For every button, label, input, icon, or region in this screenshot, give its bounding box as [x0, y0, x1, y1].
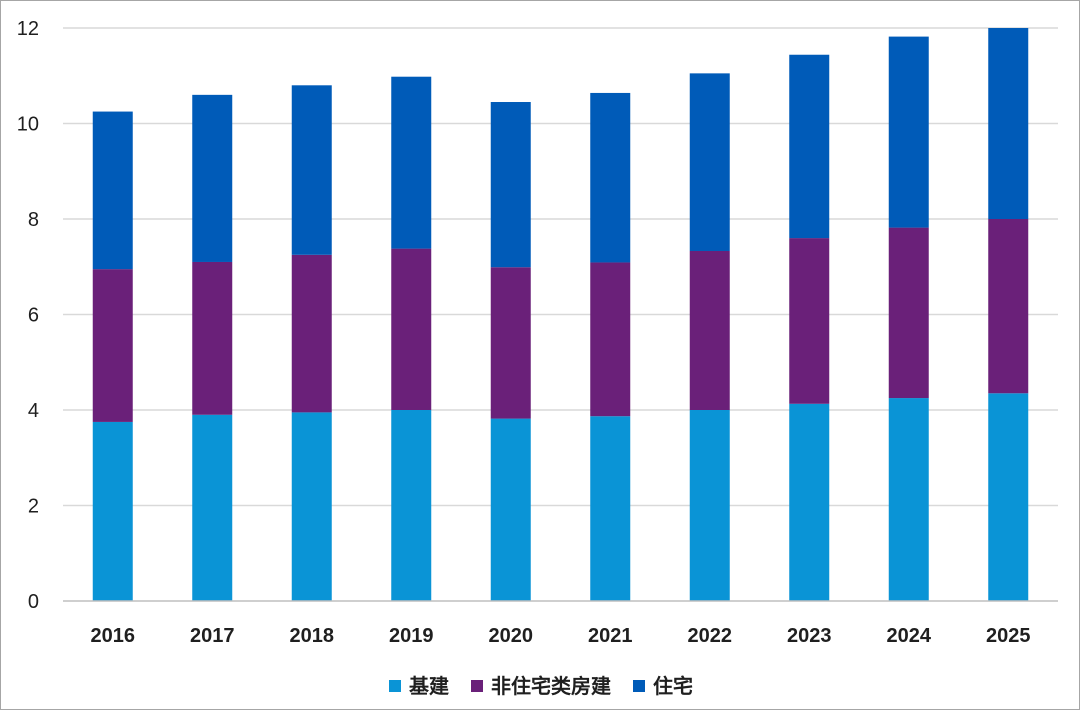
bar-segment: [92, 269, 133, 422]
y-tick-label: 12: [17, 18, 39, 40]
bar-segment: [291, 412, 332, 601]
legend-swatch: [471, 680, 483, 692]
y-tick-label: 10: [17, 114, 39, 136]
bar-segment: [789, 238, 830, 404]
bar-segment: [689, 410, 730, 601]
bar-segment: [490, 102, 531, 268]
y-tick-label: 8: [28, 209, 39, 231]
legend-label: 基建: [409, 674, 449, 698]
y-axis-ticks: 0 2 4 6 8 10 12: [17, 18, 39, 613]
x-tick-label: 2017: [190, 625, 235, 647]
bar-segment: [391, 410, 432, 601]
y-tick-label: 4: [28, 400, 39, 422]
bar-segment: [988, 219, 1029, 394]
bar-segment: [789, 403, 830, 601]
bars: [92, 28, 1029, 601]
bar-segment: [391, 76, 432, 249]
bar-segment: [92, 421, 133, 601]
bar-segment: [590, 416, 631, 601]
bar-segment: [192, 414, 233, 601]
bar-segment: [92, 111, 133, 270]
bar-segment: [988, 393, 1029, 601]
y-tick-label: 6: [28, 305, 39, 327]
y-tick-label: 2: [28, 496, 39, 518]
bar-segment: [291, 85, 332, 255]
bar-segment: [888, 398, 929, 601]
bar-segment: [590, 262, 631, 417]
bar-segment: [689, 250, 730, 410]
x-tick-label: 2023: [787, 625, 832, 647]
x-tick-label: 2016: [91, 625, 136, 647]
x-tick-label: 2020: [489, 625, 534, 647]
bar-segment: [192, 261, 233, 415]
bar-segment: [590, 92, 631, 263]
bar-segment: [391, 248, 432, 410]
bar-segment: [789, 54, 830, 239]
x-tick-label: 2019: [389, 625, 434, 647]
bar-segment: [490, 418, 531, 601]
legend-label: 住宅: [653, 674, 693, 698]
x-tick-label: 2024: [887, 625, 932, 647]
legend-label: 非住宅类房建: [491, 674, 611, 698]
y-tick-label: 0: [28, 591, 39, 613]
x-tick-label: 2021: [588, 625, 633, 647]
bar-segment: [888, 36, 929, 228]
bar-segment: [490, 267, 531, 419]
bar-segment: [291, 254, 332, 413]
bar-segment: [192, 94, 233, 262]
legend-swatch: [389, 680, 401, 692]
x-tick-label: 2025: [986, 625, 1031, 647]
bar-segment: [689, 73, 730, 251]
legend: 基建 非住宅类房建 住宅: [389, 674, 693, 698]
bar-segment: [988, 28, 1029, 219]
x-axis-ticks: 2016 2017 2018 2019 2020 2021 2022 2023 2024 2025: [91, 625, 1031, 647]
legend-swatch: [633, 680, 645, 692]
x-tick-label: 2022: [688, 625, 733, 647]
bar-segment: [888, 227, 929, 399]
x-tick-label: 2018: [290, 625, 335, 647]
